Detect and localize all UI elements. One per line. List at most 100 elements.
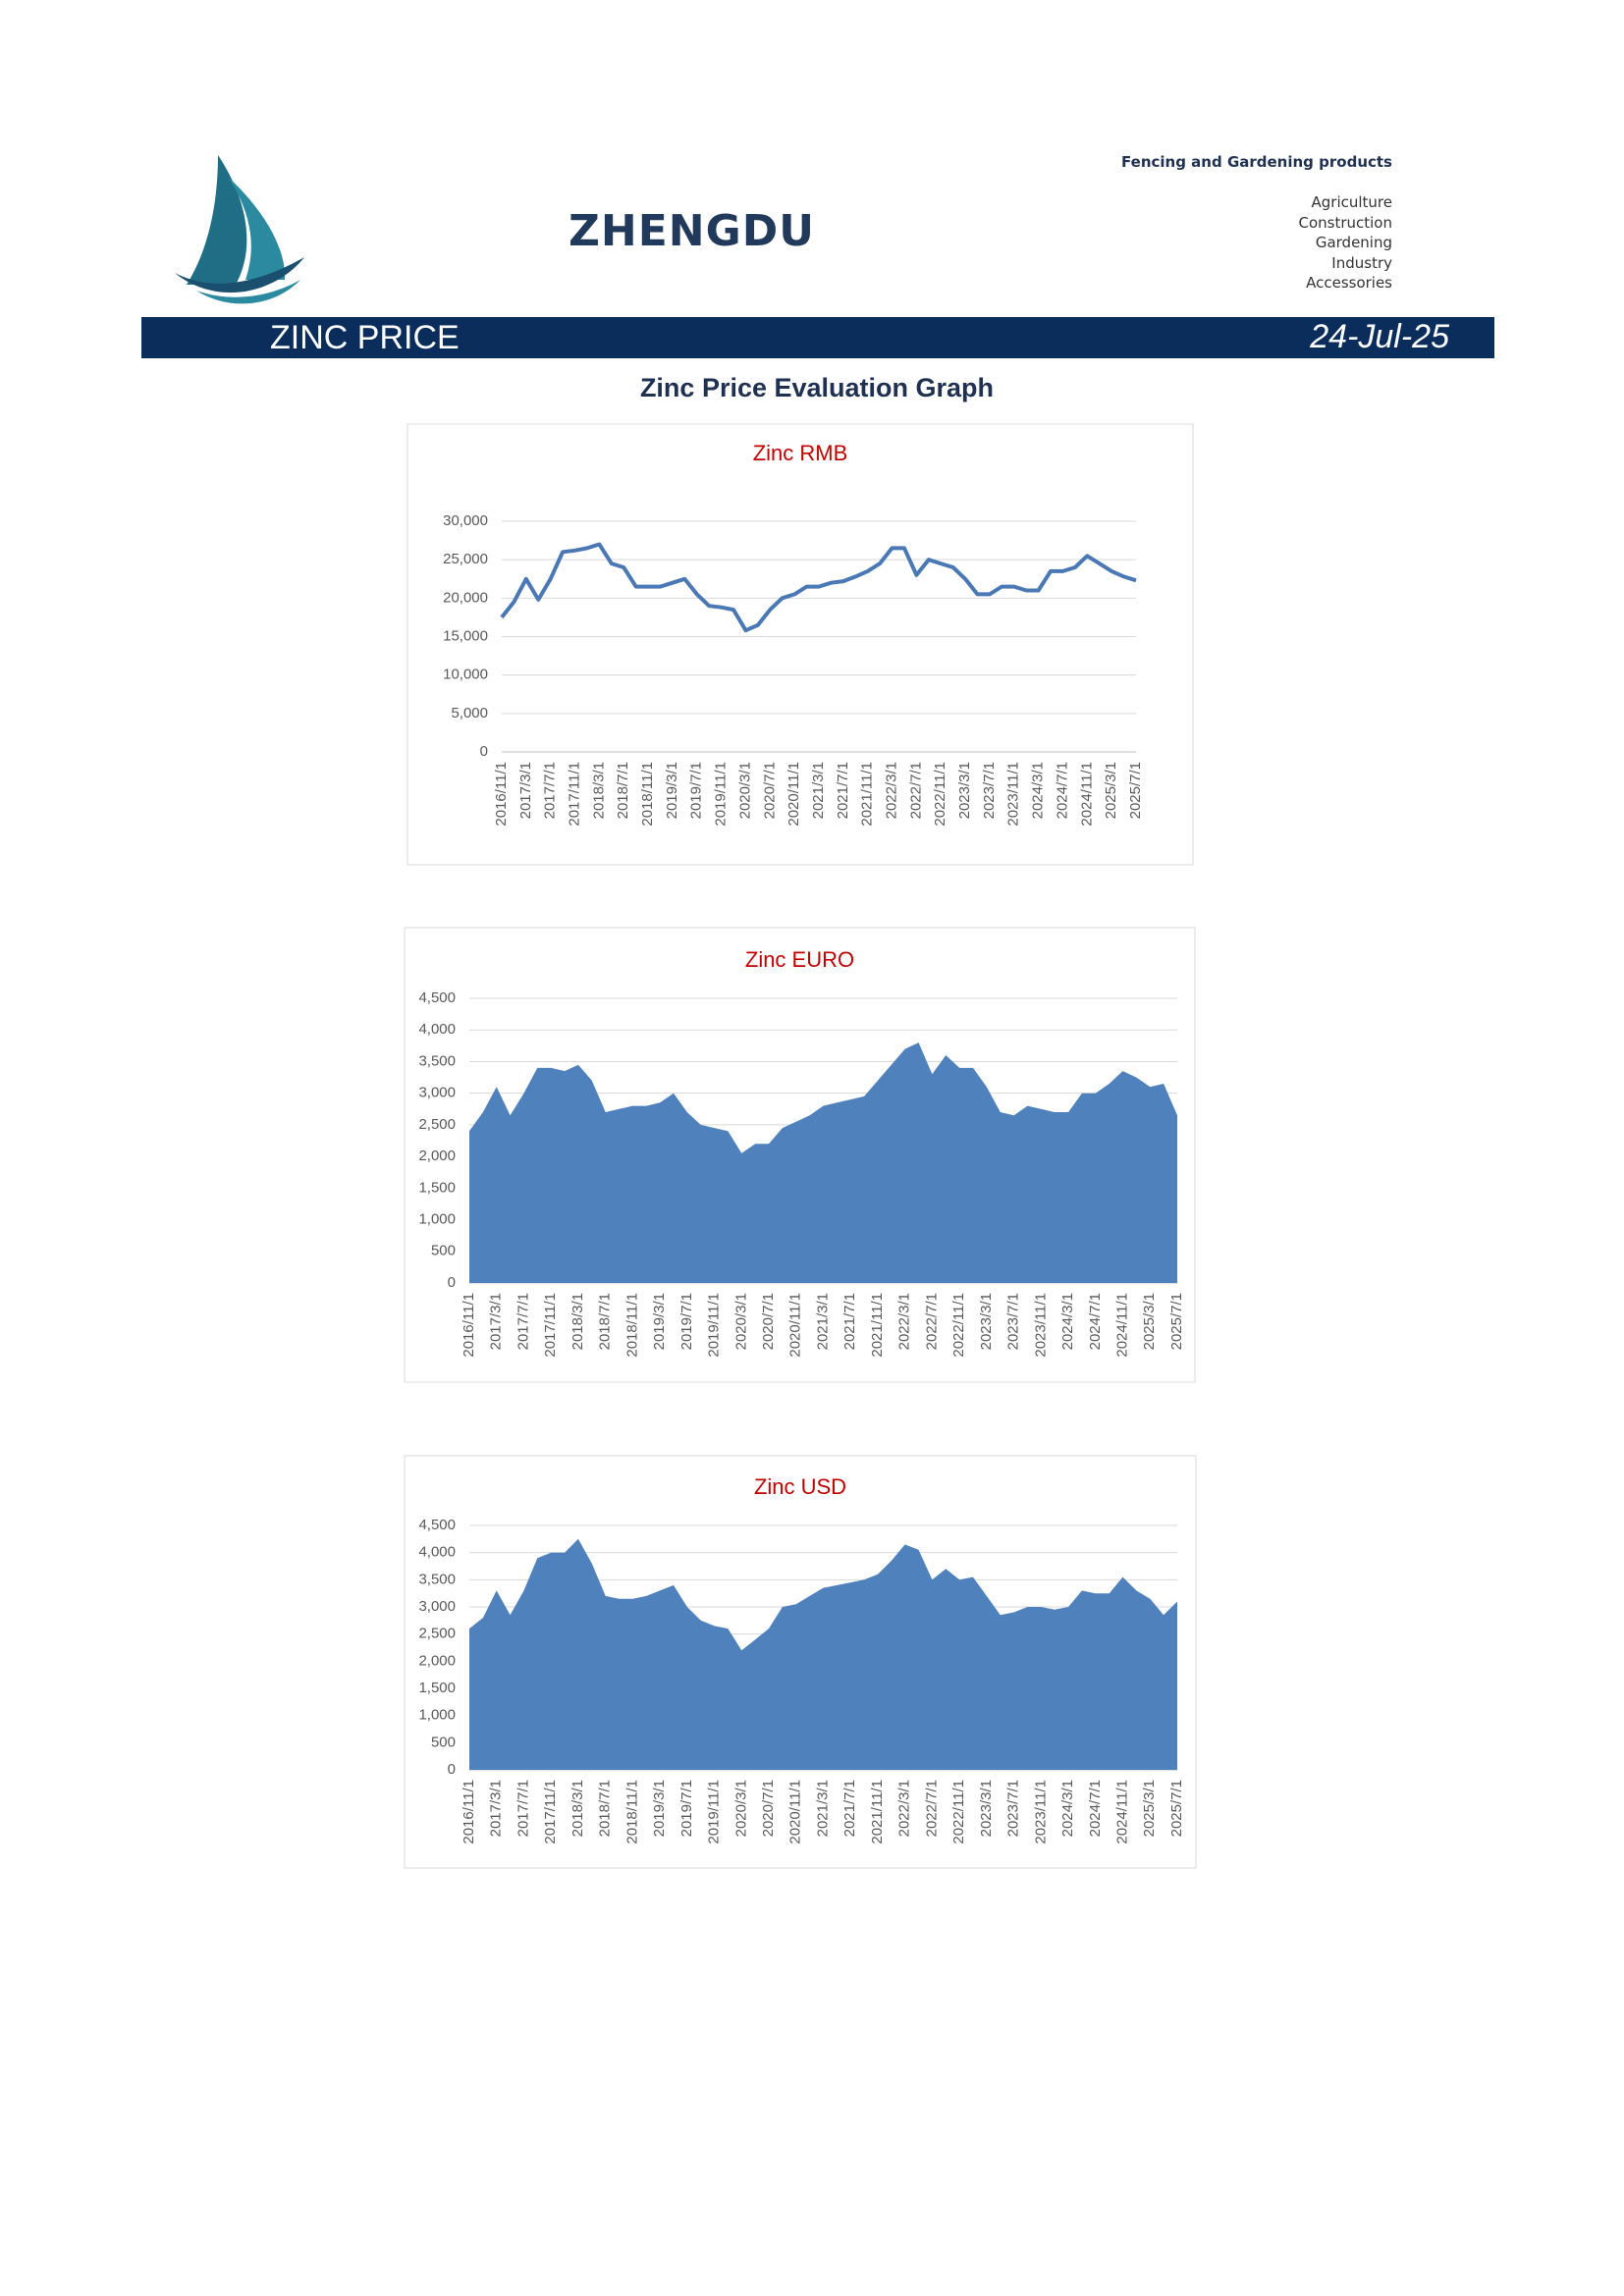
- x-tick-label: 2020/11/1: [785, 762, 802, 827]
- logo: [175, 155, 304, 304]
- x-tick-label: 2024/7/1: [1087, 1293, 1104, 1350]
- chart: Zinc USD 0 500 1,000 1,500 2,000 2,500 3,000 3,5…: [404, 1455, 1197, 1869]
- x-tick-label: 2021/11/1: [869, 1293, 886, 1358]
- x-tick-label: 2025/7/1: [1168, 1780, 1185, 1837]
- y-tick-label: 2,000: [418, 1148, 456, 1164]
- x-tick-label: 2020/11/1: [787, 1293, 804, 1358]
- x-tick-label: 2023/3/1: [978, 1780, 995, 1837]
- y-tick-label: 0: [448, 1274, 456, 1291]
- y-tick-label: 2,000: [418, 1652, 456, 1669]
- x-tick-label: 2017/7/1: [514, 1780, 531, 1837]
- y-tick-label: 3,500: [418, 1052, 456, 1069]
- x-tick-label: 2017/7/1: [542, 762, 559, 819]
- y-tick-label: 4,000: [418, 1021, 456, 1038]
- y-tick-label: 3,000: [418, 1085, 456, 1101]
- y-tick-label: 4,500: [418, 989, 456, 1006]
- x-tick-label: 2017/7/1: [514, 1293, 531, 1350]
- sector: Construction: [1298, 213, 1392, 232]
- x-tick-label: 2016/11/1: [460, 1780, 477, 1844]
- x-tick-label: 2017/3/1: [488, 1293, 505, 1350]
- y-tick-label: 1,000: [418, 1211, 456, 1228]
- x-tick-label: 2023/3/1: [978, 1293, 995, 1350]
- line: [500, 542, 1137, 633]
- x-tick-label: 2025/7/1: [1168, 1293, 1185, 1350]
- x-tick-label: 2023/7/1: [1005, 1780, 1022, 1837]
- x-tick-label: 2018/3/1: [590, 762, 607, 819]
- y-tick-label: 1,500: [418, 1680, 456, 1696]
- x-tick-label: 2023/11/1: [1005, 762, 1022, 827]
- y-tick-label: 3,500: [418, 1571, 456, 1587]
- y-tick-label: 1,500: [418, 1179, 456, 1196]
- y-tick-label: 0: [448, 1761, 456, 1778]
- chart-title: Zinc EURO: [745, 947, 854, 972]
- sector: Industry: [1331, 253, 1392, 272]
- x-tick-label: 2018/3/1: [569, 1293, 586, 1350]
- y-tick-label: 0: [480, 743, 488, 760]
- x-tick-label: 2023/7/1: [981, 762, 998, 819]
- x-tick-label: 2017/3/1: [517, 762, 534, 819]
- chart-title: Zinc RMB: [753, 441, 848, 465]
- x-tick-label: 2023/11/1: [1032, 1780, 1049, 1844]
- x-tick-label: 2022/11/1: [950, 1780, 967, 1844]
- y-tick-label: 1,000: [418, 1707, 456, 1724]
- x-tick-label: 2022/3/1: [896, 1293, 913, 1350]
- x-tick-label: 2020/3/1: [732, 1293, 749, 1350]
- y-tick-label: 4,000: [418, 1544, 456, 1561]
- x-tick-label: 2021/3/1: [814, 1780, 831, 1837]
- x-tick-label: 2021/7/1: [841, 1293, 858, 1350]
- x-tick-label: 2016/11/1: [460, 1293, 477, 1358]
- x-tick-label: 2022/11/1: [932, 762, 948, 827]
- chart: Zinc EURO 0 500 1,000 1,500 2,000 2,500 3,000 3,…: [404, 927, 1196, 1383]
- x-tick-label: 2018/7/1: [597, 1780, 614, 1837]
- chart: Zinc RMB 0 5,000 10,000 15,000 20,000 25,000 30…: [406, 423, 1194, 866]
- x-tick-label: 2019/11/1: [706, 1780, 723, 1844]
- y-tick-label: 4,500: [418, 1517, 456, 1533]
- x-tick-label: 2024/3/1: [1059, 1293, 1076, 1350]
- x-tick-label: 2019/3/1: [651, 1780, 668, 1837]
- x-tick-label: 2020/3/1: [732, 1780, 749, 1837]
- y-tick-label: 10,000: [443, 667, 488, 683]
- x-tick-label: 2022/7/1: [907, 762, 924, 819]
- x-tick-label: 2017/11/1: [542, 1293, 559, 1358]
- x-tick-label: 2025/7/1: [1127, 762, 1144, 819]
- x-tick-label: 2024/7/1: [1087, 1780, 1104, 1837]
- x-tick-label: 2018/11/1: [623, 1293, 640, 1358]
- x-tick-label: 2024/3/1: [1059, 1780, 1076, 1837]
- x-tick-label: 2019/7/1: [688, 762, 705, 819]
- banner-title: ZINC PRICE: [270, 319, 460, 356]
- x-tick-label: 2018/11/1: [623, 1780, 640, 1844]
- x-tick-label: 2020/11/1: [787, 1780, 804, 1844]
- x-tick-label: 2018/7/1: [597, 1293, 614, 1350]
- x-tick-label: 2022/3/1: [896, 1780, 913, 1837]
- y-tick-label: 30,000: [443, 512, 488, 529]
- x-tick-label: 2016/11/1: [493, 762, 510, 827]
- y-tick-label: 25,000: [443, 551, 488, 567]
- x-tick-label: 2025/3/1: [1141, 1293, 1158, 1350]
- x-tick-label: 2019/3/1: [664, 762, 680, 819]
- chart-title: Zinc USD: [754, 1474, 846, 1499]
- section-title: Zinc Price Evaluation Graph: [639, 373, 995, 402]
- x-tick-label: 2022/3/1: [884, 762, 900, 819]
- x-tick-label: 2022/11/1: [950, 1293, 967, 1358]
- x-tick-label: 2025/3/1: [1103, 762, 1119, 819]
- banner: [141, 317, 1494, 358]
- x-tick-label: 2020/7/1: [760, 1780, 777, 1837]
- x-tick-label: 2025/3/1: [1141, 1780, 1158, 1837]
- x-tick-label: 2024/3/1: [1030, 762, 1047, 819]
- x-tick-label: 2018/11/1: [639, 762, 656, 827]
- x-tick-label: 2023/7/1: [1005, 1293, 1022, 1350]
- x-tick-label: 2019/11/1: [713, 762, 730, 827]
- y-tick-label: 500: [431, 1243, 456, 1259]
- x-tick-label: 2017/11/1: [567, 762, 583, 827]
- x-tick-label: 2019/11/1: [706, 1293, 723, 1358]
- y-tick-label: 2,500: [418, 1116, 456, 1133]
- x-tick-label: 2021/7/1: [841, 1780, 858, 1837]
- sector: Agriculture: [1311, 193, 1393, 211]
- sector: Accessories: [1306, 274, 1392, 293]
- banner-date: 24-Jul-25: [1310, 318, 1449, 355]
- x-tick-label: 2018/7/1: [615, 762, 631, 819]
- x-tick-label: 2024/11/1: [1114, 1780, 1131, 1844]
- x-tick-label: 2024/11/1: [1114, 1293, 1131, 1358]
- x-tick-label: 2021/11/1: [869, 1780, 886, 1844]
